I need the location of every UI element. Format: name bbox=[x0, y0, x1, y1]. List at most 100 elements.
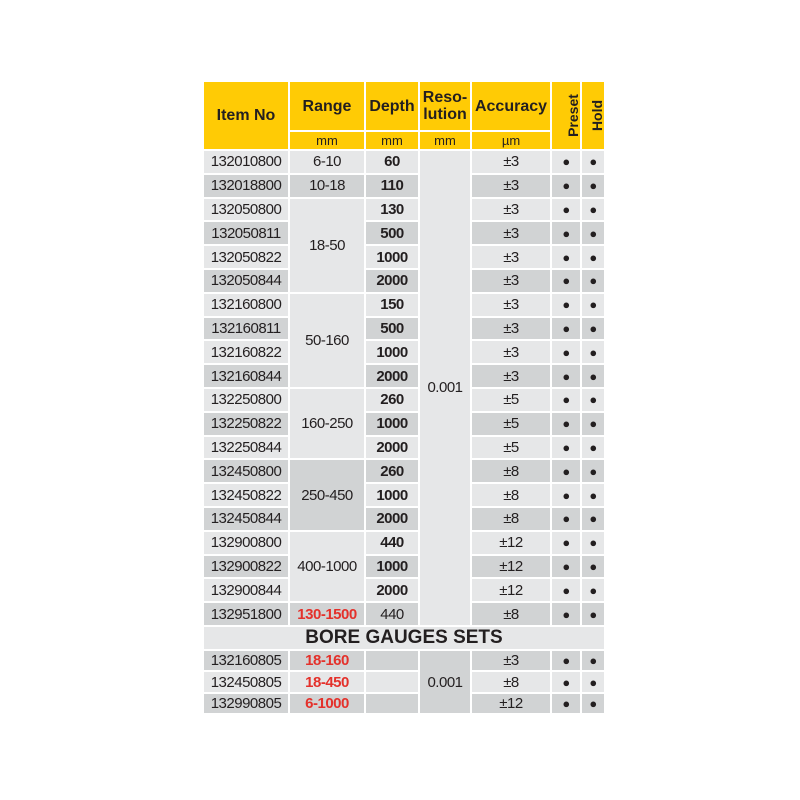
depth-cell: 260 bbox=[366, 388, 418, 411]
depth-cell: 60 bbox=[366, 151, 418, 173]
depth-cell: 2000 bbox=[366, 507, 418, 530]
depth-cell: 500 bbox=[366, 222, 418, 245]
item-no: 132050844 bbox=[204, 269, 288, 292]
hold-dot-icon: ● bbox=[582, 693, 604, 714]
preset-dot-icon: ● bbox=[552, 293, 580, 316]
table-row: 132010800 6-10 60 0.001 ±3 ● ● bbox=[204, 151, 604, 625]
preset-dot-icon: ● bbox=[552, 460, 580, 483]
depth-cell: 1000 bbox=[366, 341, 418, 364]
item-no: 132160811 bbox=[204, 317, 288, 340]
range-unit: mm bbox=[290, 132, 364, 149]
accuracy-cell: ±3 bbox=[472, 341, 550, 364]
item-no: 132010800 bbox=[204, 151, 288, 173]
depth-cell bbox=[366, 672, 418, 692]
hold-dot-icon: ● bbox=[582, 650, 604, 671]
preset-dot-icon: ● bbox=[552, 579, 580, 602]
section-title-row: BORE GAUGES SETS bbox=[204, 626, 604, 649]
hold-dot-icon: ● bbox=[582, 460, 604, 483]
item-no: 132160822 bbox=[204, 341, 288, 364]
preset-dot-icon: ● bbox=[552, 222, 580, 245]
hold-dot-icon: ● bbox=[582, 293, 604, 316]
preset-dot-icon: ● bbox=[552, 603, 580, 625]
table-row: 132250800 160-250 260 ±5 ● ● bbox=[204, 388, 604, 459]
accuracy-cell: ±3 bbox=[472, 650, 550, 671]
table-row: 132160844 2000 ±3 ● ● bbox=[204, 365, 604, 387]
accuracy-cell: ±8 bbox=[472, 460, 550, 483]
table-row: 132450822 1000 ±8 ● ● bbox=[204, 484, 604, 506]
hold-dot-icon: ● bbox=[582, 269, 604, 292]
depth-cell: 1000 bbox=[366, 412, 418, 435]
accuracy-cell: ±3 bbox=[472, 174, 550, 197]
hold-dot-icon: ● bbox=[582, 222, 604, 245]
preset-dot-icon: ● bbox=[552, 341, 580, 364]
header-range: Range bbox=[290, 82, 364, 130]
accuracy-cell: ±5 bbox=[472, 388, 550, 411]
range-cell: 6-1000 bbox=[290, 693, 364, 714]
table-row: 132160805 18-160 0.001 ±3 ● ● bbox=[204, 650, 604, 714]
depth-cell: 130 bbox=[366, 198, 418, 221]
preset-dot-icon: ● bbox=[552, 412, 580, 435]
hold-dot-icon: ● bbox=[582, 246, 604, 268]
depth-cell: 440 bbox=[366, 603, 418, 625]
hold-dot-icon: ● bbox=[582, 484, 604, 506]
item-no: 132450800 bbox=[204, 460, 288, 483]
resolution-cell: 0.001 bbox=[420, 650, 470, 714]
table-row: 132250844 2000 ±5 ● ● bbox=[204, 436, 604, 459]
hold-dot-icon: ● bbox=[582, 436, 604, 459]
header-item-no: Item No bbox=[204, 82, 288, 149]
item-no: 132450805 bbox=[204, 672, 288, 692]
hold-dot-icon: ● bbox=[582, 317, 604, 340]
preset-dot-icon: ● bbox=[552, 174, 580, 197]
accuracy-cell: ±3 bbox=[472, 246, 550, 268]
depth-cell: 2000 bbox=[366, 365, 418, 387]
depth-cell: 110 bbox=[366, 174, 418, 197]
accuracy-cell: ±8 bbox=[472, 603, 550, 625]
depth-cell: 500 bbox=[366, 317, 418, 340]
hold-dot-icon: ● bbox=[582, 579, 604, 602]
hold-dot-icon: ● bbox=[582, 412, 604, 435]
resolution-cell: 0.001 bbox=[420, 151, 470, 625]
depth-cell: 2000 bbox=[366, 436, 418, 459]
preset-dot-icon: ● bbox=[552, 317, 580, 340]
item-no: 132018800 bbox=[204, 174, 288, 197]
depth-cell: 150 bbox=[366, 293, 418, 316]
accuracy-cell: ±12 bbox=[472, 579, 550, 602]
item-no: 132250822 bbox=[204, 412, 288, 435]
accuracy-cell: ±3 bbox=[472, 365, 550, 387]
depth-cell: 1000 bbox=[366, 484, 418, 506]
item-no: 132990805 bbox=[204, 693, 288, 714]
item-no: 132160844 bbox=[204, 365, 288, 387]
header-preset-label: Preset bbox=[564, 94, 581, 137]
table-row: 132018800 10-18 110 ±3 ● ● bbox=[204, 174, 604, 197]
table-row: 132050844 2000 ±3 ● ● bbox=[204, 269, 604, 292]
depth-unit: mm bbox=[366, 132, 418, 149]
item-no: 132900822 bbox=[204, 555, 288, 578]
table-row: 132450844 2000 ±8 ● ● bbox=[204, 507, 604, 530]
range-cell: 18-160 bbox=[290, 650, 364, 671]
table-row: 132050822 1000 ±3 ● ● bbox=[204, 246, 604, 268]
item-no: 132450844 bbox=[204, 507, 288, 530]
item-no: 132050800 bbox=[204, 198, 288, 221]
item-no: 132050811 bbox=[204, 222, 288, 245]
range-cell: 6-10 bbox=[290, 151, 364, 173]
preset-dot-icon: ● bbox=[552, 269, 580, 292]
table-row: 132900800 400-1000 440 ±12 ● ● bbox=[204, 531, 604, 602]
sets-title: BORE GAUGES SETS bbox=[204, 626, 604, 649]
hold-dot-icon: ● bbox=[582, 555, 604, 578]
preset-dot-icon: ● bbox=[552, 246, 580, 268]
preset-dot-icon: ● bbox=[552, 555, 580, 578]
hold-dot-icon: ● bbox=[582, 507, 604, 530]
accuracy-cell: ±3 bbox=[472, 151, 550, 173]
item-no: 132900800 bbox=[204, 531, 288, 554]
preset-dot-icon: ● bbox=[552, 151, 580, 173]
hold-dot-icon: ● bbox=[582, 388, 604, 411]
item-no: 132900844 bbox=[204, 579, 288, 602]
header-hold-label: Hold bbox=[589, 99, 606, 132]
table-row: 132160822 1000 ±3 ● ● bbox=[204, 341, 604, 364]
depth-cell: 1000 bbox=[366, 246, 418, 268]
preset-dot-icon: ● bbox=[552, 531, 580, 554]
range-cell: 130-1500 bbox=[290, 603, 364, 625]
table-row: 132250822 1000 ±5 ● ● bbox=[204, 412, 604, 435]
item-no: 132160800 bbox=[204, 293, 288, 316]
preset-dot-icon: ● bbox=[552, 198, 580, 221]
